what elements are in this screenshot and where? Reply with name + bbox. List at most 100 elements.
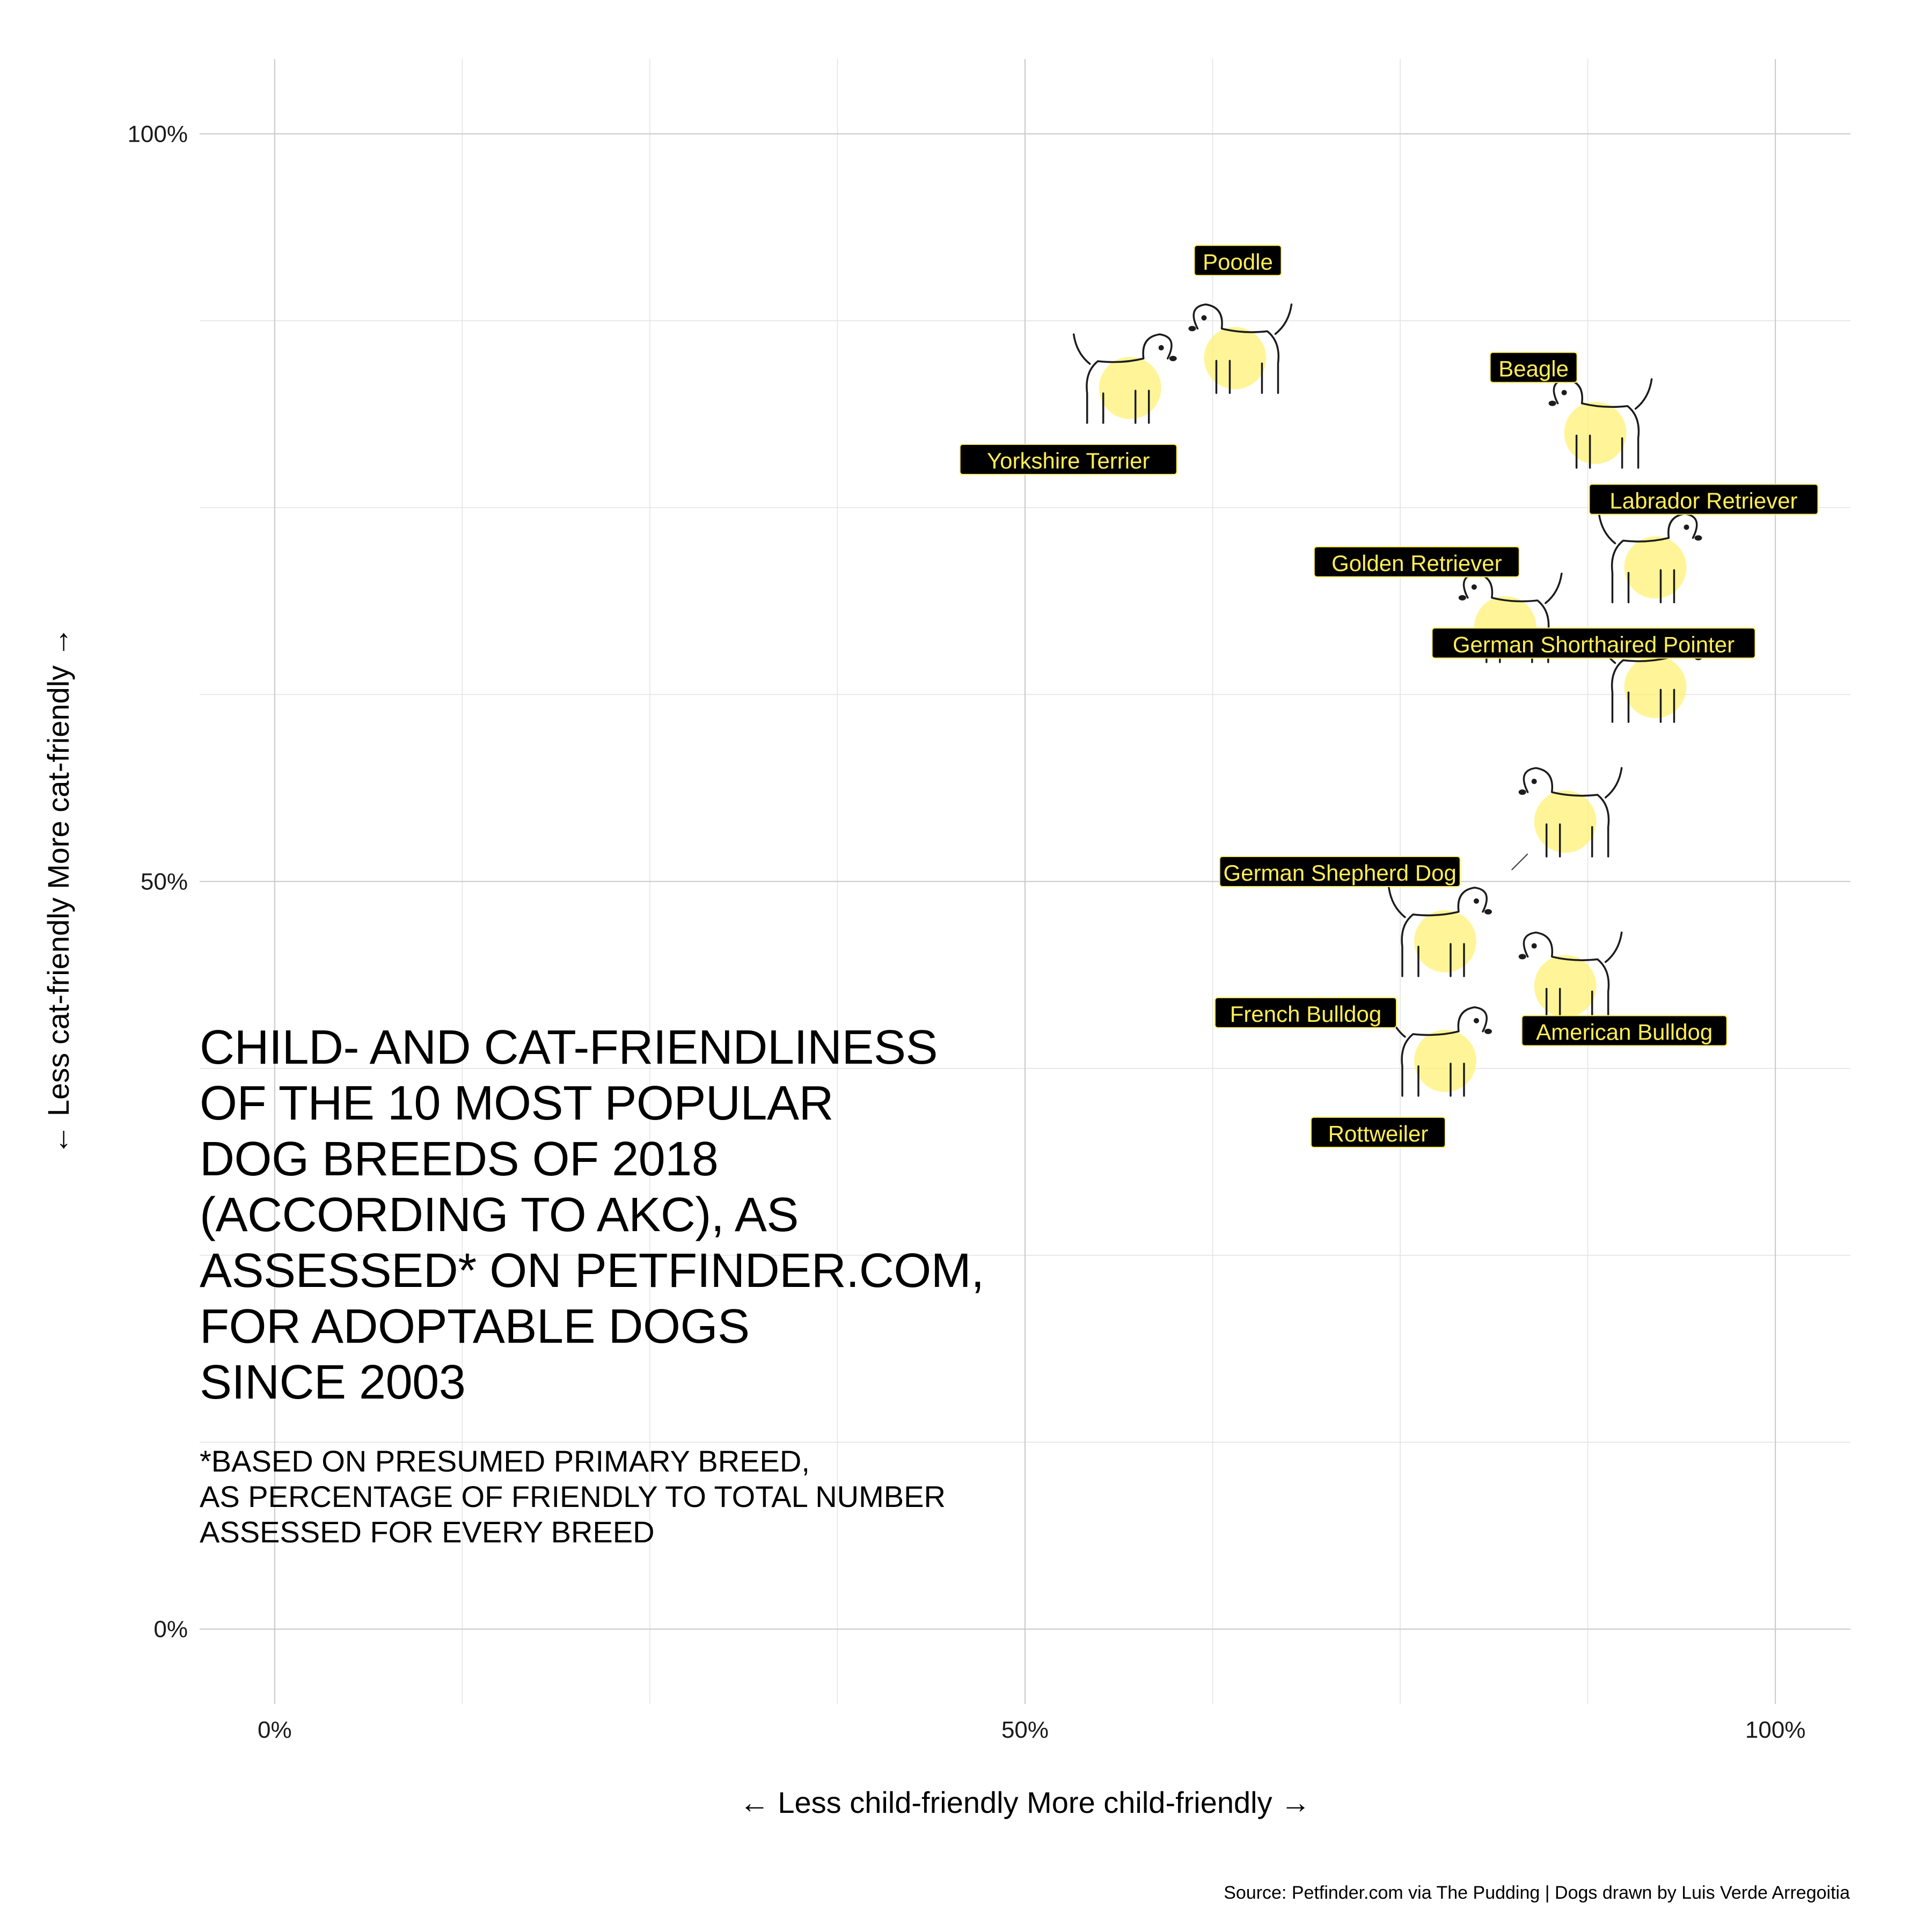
breed-label-text: American Bulldog (1536, 1020, 1713, 1045)
breed-label-text: Beagle (1498, 356, 1569, 382)
dog-icon (1388, 887, 1488, 977)
breed-label: German Shorthaired Pointer (1431, 627, 1756, 659)
dog-nose-icon (1169, 356, 1177, 361)
dog-eye-icon (1158, 345, 1164, 350)
breed-label-box (1489, 352, 1578, 383)
breed-label: Golden Retriever (1313, 546, 1520, 577)
y-axis-title: ← Less cat-friendly More cat-friendly → (41, 627, 75, 1154)
dog-nose-icon (1518, 789, 1526, 795)
breed-label-text: Golden Retriever (1331, 551, 1502, 576)
point-highlight (1534, 791, 1597, 853)
breed-label: Labrador Retriever (1589, 484, 1819, 515)
data-point (1188, 303, 1293, 394)
data-point (1518, 767, 1623, 858)
dog-eye-icon (1561, 390, 1567, 396)
chart-title-line: DOG BREEDS OF 2018 (200, 1132, 719, 1186)
breed-label-text: German Shepherd Dog (1224, 860, 1457, 885)
breed-label-box (1521, 1015, 1728, 1046)
dog-eye-icon (1684, 524, 1689, 530)
data-point (1518, 931, 1623, 1022)
x-tick-label: 50% (1001, 1717, 1049, 1743)
breed-label-box (1194, 245, 1282, 276)
point-highlight (1564, 401, 1627, 464)
y-tick-label: 50% (141, 869, 188, 895)
chart-title-line: (ACCORDING TO AKC), AS (200, 1188, 799, 1242)
chart-subtitle: *BASED ON PRESUMED PRIMARY BREED, AS PER… (200, 1444, 1112, 1550)
dog-icon (1388, 1006, 1488, 1097)
dog-eye-icon (1471, 584, 1477, 590)
breed-label: Poodle (1194, 245, 1282, 276)
breed-label-text: Rottweiler (1328, 1121, 1429, 1146)
breed-label-box (1310, 1116, 1446, 1148)
dog-nose-icon (1518, 954, 1526, 960)
tick-labels: 0% 50% 100% 0% 50% 100% (127, 121, 1805, 1743)
chart-subtitle-line: *BASED ON PRESUMED PRIMARY BREED, (200, 1444, 810, 1478)
dog-nose-icon (1484, 909, 1492, 914)
breed-label-box (1214, 997, 1397, 1028)
breed-label-text: Poodle (1203, 249, 1273, 274)
breed-label-box (1313, 546, 1520, 577)
breed-labels: Poodle Yorkshire Terrier Beagle Labrador Re… (959, 245, 1819, 1148)
breed-label-box (959, 444, 1177, 475)
data-point (1073, 333, 1177, 424)
point-highlight (1099, 357, 1161, 419)
source-caption: Source: Petfinder.com via The Pudding | … (1224, 1883, 1850, 1903)
y-tick-label: 100% (127, 121, 188, 147)
dog-icon (1523, 931, 1623, 1022)
dog-eye-icon (1473, 1018, 1479, 1023)
breed-label: Yorkshire Terrier (959, 444, 1177, 475)
dog-eye-icon (1531, 943, 1537, 949)
point-highlight (1414, 1029, 1476, 1092)
breed-label-text: French Bulldog (1230, 1001, 1382, 1027)
breed-label: German Shepherd Dog (1219, 856, 1461, 888)
data-point (1388, 1006, 1492, 1097)
dog-eye-icon (1201, 315, 1207, 321)
y-tick-label: 0% (153, 1616, 188, 1643)
dog-eye-icon (1473, 898, 1479, 904)
breed-label-box (1431, 627, 1756, 659)
data-point (1548, 378, 1653, 469)
point-highlight (1204, 327, 1267, 390)
point-highlight (1414, 910, 1476, 972)
dog-icon (1073, 333, 1173, 424)
dog-nose-icon (1484, 1028, 1492, 1034)
x-tick-label: 0% (258, 1717, 292, 1743)
chart-title-line: FOR ADOPTABLE DOGS (200, 1300, 750, 1353)
breed-label: Rottweiler (1310, 1116, 1446, 1148)
chart-subtitle-line: AS PERCENTAGE OF FRIENDLY TO TOTAL NUMBE… (200, 1480, 946, 1513)
dog-eye-icon (1531, 779, 1537, 785)
breed-label: French Bulldog (1214, 997, 1397, 1028)
point-highlight (1624, 656, 1687, 719)
dog-icon (1523, 767, 1623, 858)
x-axis-title: ← Less child-friendly More child-friendl… (740, 1785, 1311, 1819)
data-point (1388, 887, 1492, 977)
dog-nose-icon (1458, 595, 1466, 601)
breed-label: American Bulldog (1521, 1015, 1728, 1046)
chart-title: CHILD- AND CAT-FRIENDLINESS OF THE 10 MO… (200, 1020, 1112, 1410)
breed-label-box (1589, 484, 1819, 515)
chart-title-line: ASSESSED* ON PETFINDER.COM, (200, 1244, 984, 1298)
data-points (1073, 303, 1702, 1097)
dog-icon (1192, 303, 1293, 394)
dog-icon (1553, 378, 1653, 469)
chart-title-line: CHILD- AND CAT-FRIENDLINESS (200, 1021, 938, 1074)
dog-nose-icon (1188, 326, 1196, 332)
breed-label-box (1219, 856, 1461, 888)
dog-nose-icon (1694, 535, 1702, 541)
point-highlight (1534, 955, 1597, 1018)
breed-label: Beagle (1489, 352, 1578, 383)
data-point (1598, 513, 1702, 604)
grid-lines (200, 59, 1850, 1704)
chart-title-line: OF THE 10 MOST POPULAR (200, 1077, 833, 1130)
label-leader-line (1511, 853, 1528, 870)
x-tick-label: 100% (1745, 1717, 1806, 1743)
breed-label-text: Yorkshire Terrier (987, 448, 1150, 473)
dog-icon (1598, 513, 1698, 604)
dog-nose-icon (1548, 400, 1556, 406)
point-highlight (1624, 536, 1687, 599)
breed-label-text: Labrador Retriever (1609, 488, 1797, 513)
chart-subtitle-line: ASSESSED FOR EVERY BREED (200, 1515, 655, 1549)
chart-title-line: SINCE 2003 (200, 1356, 466, 1409)
breed-label-text: German Shorthaired Pointer (1453, 632, 1735, 657)
